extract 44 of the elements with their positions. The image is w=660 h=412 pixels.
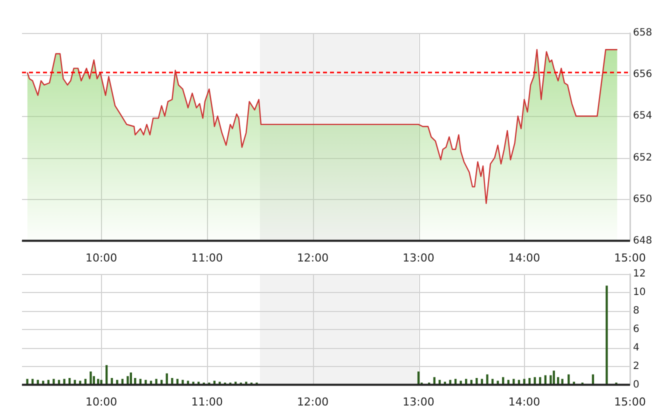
y-tick-label: 4 (633, 342, 640, 354)
bar (476, 378, 478, 385)
x-tick-label: 11:00 (191, 395, 223, 408)
y-tick-label: 2 (633, 360, 640, 372)
x-tick-label: 13:00 (402, 395, 434, 408)
bar (144, 380, 147, 385)
x-tick-label: 13:00 (402, 251, 434, 264)
bar (26, 378, 28, 385)
bar (512, 378, 515, 385)
y-tick-label: 8 (633, 306, 640, 317)
bar (192, 382, 194, 385)
bar (90, 372, 92, 385)
x-tick-label: 12:00 (296, 251, 329, 264)
bar (155, 378, 158, 385)
y-tick-label: 650 (633, 194, 652, 205)
bar (182, 380, 184, 385)
bar (218, 382, 221, 385)
bar (126, 376, 129, 385)
y-tick-label: 652 (633, 152, 652, 164)
bar (63, 378, 66, 385)
y-tick-label: 654 (633, 110, 652, 122)
bar (100, 380, 102, 385)
x-tick-label: 14:00 (508, 395, 540, 408)
y-tick-label: 12 (633, 268, 646, 280)
bar (568, 374, 570, 385)
x-tick-label: 15:00 (614, 251, 646, 264)
y-tick-label: 656 (633, 69, 652, 80)
x-tick-label: 10:00 (85, 251, 118, 264)
y-tick-label: 648 (633, 235, 652, 246)
bar (523, 378, 526, 385)
bar (561, 378, 564, 385)
bar (52, 378, 55, 385)
x-tick-label: 15:00 (614, 395, 646, 408)
y-tick-label: 658 (633, 28, 652, 39)
bar (449, 380, 452, 385)
x-tick-label: 12:00 (296, 395, 329, 408)
x-tick-label: 10:00 (85, 395, 118, 408)
x-tick-label: 14:00 (508, 251, 540, 264)
bar (486, 374, 488, 385)
y-tick-label: 0 (633, 379, 640, 390)
y-tick-label: 10 (633, 287, 646, 298)
bar (606, 286, 608, 385)
x-tick-label: 11:00 (191, 251, 223, 264)
y-tick-label: 6 (633, 324, 640, 335)
